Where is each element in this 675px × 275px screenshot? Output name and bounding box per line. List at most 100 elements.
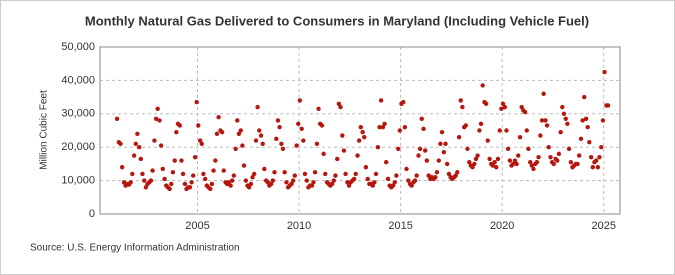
data-point	[378, 98, 384, 103]
data-point	[329, 181, 335, 187]
data-point	[250, 175, 255, 180]
data-point	[214, 131, 220, 137]
data-point	[578, 136, 584, 142]
data-point	[208, 186, 213, 192]
data-point	[360, 129, 365, 135]
data-point	[341, 148, 347, 153]
data-point	[296, 121, 301, 127]
data-point	[597, 155, 602, 160]
data-point	[414, 173, 419, 178]
data-point	[241, 163, 247, 168]
data-point	[563, 116, 568, 122]
x-tick-label: 2020	[490, 220, 514, 232]
y-tick-label: 10,000	[61, 175, 95, 187]
data-point	[421, 126, 426, 132]
data-point	[251, 171, 257, 177]
data-point	[568, 160, 574, 165]
data-point	[599, 145, 604, 150]
data-point	[370, 183, 375, 188]
data-point	[142, 178, 147, 183]
x-tick-label: 2010	[287, 220, 311, 232]
data-point	[426, 173, 431, 178]
data-point	[363, 165, 369, 170]
data-point	[162, 176, 167, 182]
data-point	[203, 176, 208, 182]
data-point	[536, 155, 541, 160]
data-point	[314, 141, 320, 147]
data-point	[333, 173, 338, 178]
data-point	[470, 165, 475, 170]
data-point	[319, 123, 325, 128]
data-point	[556, 151, 562, 157]
data-point	[453, 173, 458, 178]
data-point	[456, 134, 462, 140]
data-point	[119, 165, 125, 170]
data-point	[558, 129, 563, 135]
y-tick-label: 40,000	[61, 74, 95, 86]
data-point	[517, 134, 523, 140]
data-point	[483, 101, 489, 106]
data-point	[187, 185, 193, 190]
y-tick-label: 0	[89, 208, 95, 220]
data-point	[353, 171, 358, 177]
data-point	[416, 153, 421, 158]
data-point	[230, 178, 235, 183]
data-point	[551, 161, 556, 167]
data-point	[260, 141, 265, 147]
data-point	[473, 156, 479, 162]
data-point	[226, 180, 231, 185]
data-point	[167, 186, 172, 192]
data-point	[375, 145, 381, 150]
data-point	[182, 181, 188, 187]
data-point	[135, 131, 140, 137]
data-point	[246, 185, 252, 190]
data-point	[279, 141, 284, 147]
data-point	[284, 180, 289, 185]
data-point	[377, 124, 382, 130]
data-point	[384, 160, 389, 165]
data-point	[304, 178, 309, 183]
data-point	[401, 99, 406, 105]
data-point	[507, 158, 513, 163]
data-point	[160, 166, 165, 172]
data-point	[412, 178, 418, 183]
data-point	[301, 138, 306, 143]
y-tick-label: 30,000	[61, 108, 95, 120]
data-point	[138, 156, 144, 162]
data-point	[590, 165, 595, 170]
data-point	[531, 166, 536, 172]
data-point	[292, 173, 297, 178]
data-point	[294, 143, 299, 148]
data-point	[158, 143, 164, 148]
data-point	[194, 99, 199, 105]
data-point	[406, 178, 411, 183]
data-point	[372, 180, 377, 185]
data-point	[373, 171, 379, 177]
data-point	[465, 146, 470, 152]
data-point	[505, 146, 511, 152]
data-point	[433, 175, 438, 180]
data-point	[561, 111, 567, 117]
data-point	[497, 128, 502, 133]
data-point	[233, 146, 238, 152]
data-point	[299, 126, 304, 132]
data-point	[192, 155, 198, 160]
data-point	[170, 170, 176, 175]
data-point	[419, 116, 424, 122]
data-point	[495, 156, 501, 162]
data-point	[177, 123, 183, 128]
data-point	[490, 163, 496, 168]
data-point	[522, 109, 528, 115]
data-point	[397, 128, 403, 133]
y-tick-label: 50,000	[61, 41, 95, 53]
data-point	[257, 128, 262, 133]
data-point	[143, 185, 149, 190]
x-tick-label: 2015	[388, 220, 412, 232]
data-point	[269, 181, 274, 187]
data-point	[137, 145, 142, 150]
data-point	[485, 138, 490, 143]
data-point	[478, 121, 484, 127]
data-point	[335, 156, 340, 162]
data-point	[548, 155, 553, 160]
